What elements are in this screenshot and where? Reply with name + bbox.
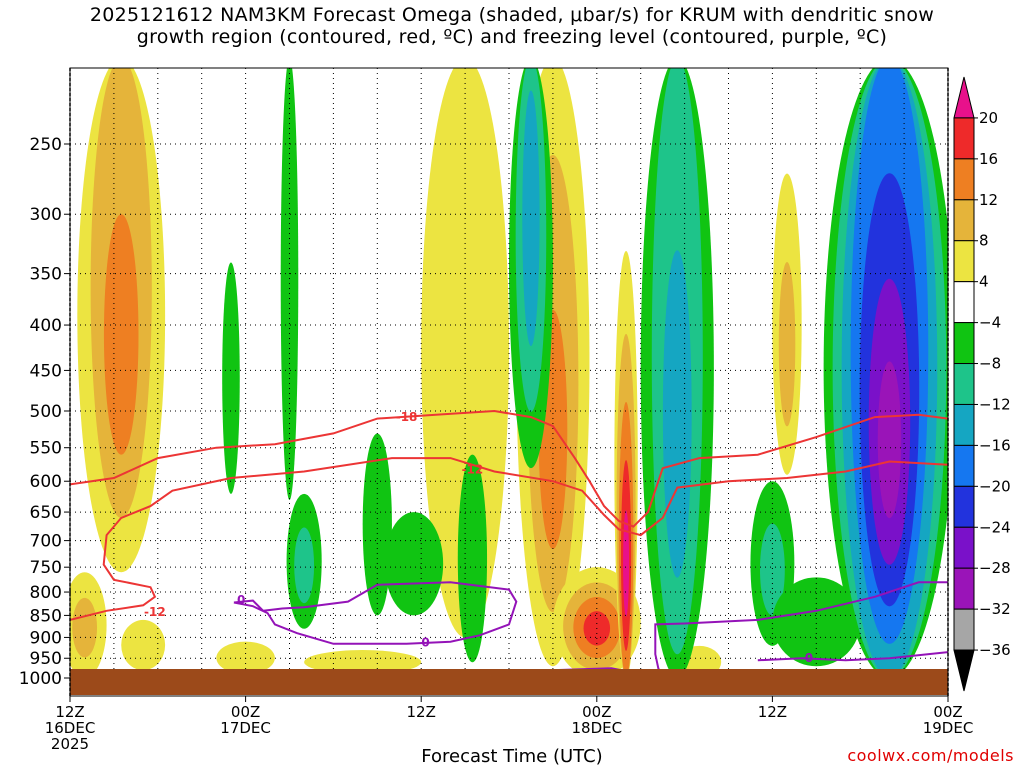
omega-region-22-6 <box>877 361 902 519</box>
colorbar-label-4: 4 <box>979 273 989 291</box>
y-tick-label-700: 700 <box>30 532 62 552</box>
colorbar-label-13: −36 <box>979 641 1011 659</box>
omega-region-12-0 <box>222 262 240 494</box>
colorbar-swatch-12 <box>953 567 975 610</box>
y-tick-label-750: 750 <box>30 558 62 578</box>
colorbar-label-9: −20 <box>979 477 1011 495</box>
colorbar-swatch-7 <box>953 363 975 405</box>
red-contour-label-1b: -12 <box>462 462 484 476</box>
axes-layer: 2503003504004505005506006507007508008509… <box>19 67 974 753</box>
dendritic-isotherm--18 <box>70 409 948 528</box>
x-tick-label-12-1: 17DEC <box>220 719 271 737</box>
omega-region-16-0 <box>384 512 444 616</box>
omega-region-11-0 <box>421 68 509 638</box>
colorbar-bottom-triangle <box>953 649 975 692</box>
omega-region-14-1 <box>294 527 315 604</box>
colorbar-swatch-4 <box>953 240 975 283</box>
y-tick-label-550: 550 <box>30 439 62 459</box>
x-tick-label-12-0: 00Z <box>231 703 260 721</box>
omega-region-17-0 <box>457 454 488 663</box>
colorbar-swatch-1 <box>953 117 975 160</box>
x-tick-label-48-0: 12Z <box>758 703 787 721</box>
omega-region-0-2 <box>103 214 139 455</box>
omega-field-layer <box>70 68 948 669</box>
purple-contour-label-0: 0 <box>237 593 245 607</box>
x-tick-label-0-0: 12Z <box>55 703 84 721</box>
ground-surface <box>70 669 948 695</box>
freezing-level-contour-3 <box>757 651 948 662</box>
colorbar-label-0: 20 <box>979 109 998 127</box>
colorbar-swatch-8 <box>953 403 975 446</box>
x-tick-label-0-2: 2025 <box>51 735 89 753</box>
omega-region-19-2 <box>662 250 692 578</box>
colorbar-label-1: 16 <box>979 150 998 168</box>
y-tick-label-650: 650 <box>30 503 62 523</box>
omega-region-20-1 <box>759 523 785 616</box>
colorbar-label-2: 12 <box>979 191 998 209</box>
freezing-level-contour-1 <box>654 581 948 669</box>
chart-title-line-1: 2025121612 NAM3KM Forecast Omega (shaded… <box>89 4 935 26</box>
colorbar-label-7: −12 <box>979 395 1011 413</box>
y-tick-label-600: 600 <box>30 472 62 492</box>
chart-title: 2025121612 NAM3KM Forecast Omega (shaded… <box>0 4 1024 48</box>
colorbar: 20 16 12 8 4 −4 −8 −12 −16 −20 −24 −28 −32 −36 <box>953 76 1011 692</box>
x-axis-label: Forecast Time (UTC) <box>421 746 603 767</box>
colorbar-swatch-13 <box>953 608 975 651</box>
colorbar-label-8: −16 <box>979 436 1011 454</box>
plot-frame <box>69 67 949 697</box>
colorbar-top-triangle <box>953 76 975 119</box>
red-contour-label-0: -18 <box>396 410 418 424</box>
y-tick-label-850: 850 <box>30 606 62 626</box>
y-tick-label-400: 400 <box>30 316 62 336</box>
purple-contour-label-0b: 0 <box>421 636 429 650</box>
colorbar-swatch-6 <box>953 322 975 365</box>
omega-region-9-1 <box>778 261 796 427</box>
omega-region-18-2 <box>522 90 540 347</box>
y-tick-label-900: 900 <box>30 628 62 648</box>
y-tick-label-950: 950 <box>30 649 62 669</box>
omega-region-1-1 <box>72 597 98 658</box>
omega-region-4-0 <box>304 650 422 669</box>
x-tick-label-24-0: 12Z <box>407 703 436 721</box>
y-tick-label-300: 300 <box>30 205 62 225</box>
colorbar-label-5: −4 <box>979 314 1001 332</box>
omega-region-7-4 <box>623 510 630 617</box>
dendritic-isotherm--12 <box>70 457 948 621</box>
x-tick-label-0-1: 16DEC <box>45 719 96 737</box>
colorbar-swatch-2 <box>953 158 975 201</box>
credit-text: coolwx.com/models <box>847 746 1014 765</box>
y-tick-label-450: 450 <box>30 361 62 381</box>
colorbar-label-11: −28 <box>979 559 1011 577</box>
y-tick-label-350: 350 <box>30 265 62 285</box>
colorbar-swatch-3 <box>953 199 975 242</box>
x-tick-label-60-1: 19DEC <box>923 719 974 737</box>
colorbar-swatch-5 <box>953 281 975 324</box>
freezing-level-contour-0 <box>233 581 518 645</box>
chart-title-line-2: growth region (contoured, red, ºC) and f… <box>136 26 888 48</box>
y-tick-label-1000: 1000 <box>19 669 62 689</box>
colorbar-swatch-9 <box>953 444 975 487</box>
colorbar-label-12: −32 <box>979 600 1011 618</box>
colorbar-label-6: −8 <box>979 355 1001 373</box>
x-tick-label-60-0: 00Z <box>933 703 962 721</box>
colorbar-label-3: 8 <box>979 232 989 250</box>
omega-region-21-0 <box>772 577 861 667</box>
omega-region-15-0 <box>362 433 392 616</box>
x-tick-label-36-1: 18DEC <box>572 719 623 737</box>
omega-region-3-0 <box>216 641 275 669</box>
y-tick-label-500: 500 <box>30 402 62 422</box>
colorbar-swatch-11 <box>953 526 975 569</box>
y-tick-label-800: 800 <box>30 583 62 603</box>
colorbar-label-10: −24 <box>979 518 1011 536</box>
red-contour-label-1: -12 <box>144 605 166 619</box>
y-tick-label-250: 250 <box>30 135 62 155</box>
colorbar-swatch-10 <box>953 485 975 528</box>
x-tick-label-36-0: 00Z <box>582 703 611 721</box>
omega-region-2-0 <box>121 619 166 669</box>
